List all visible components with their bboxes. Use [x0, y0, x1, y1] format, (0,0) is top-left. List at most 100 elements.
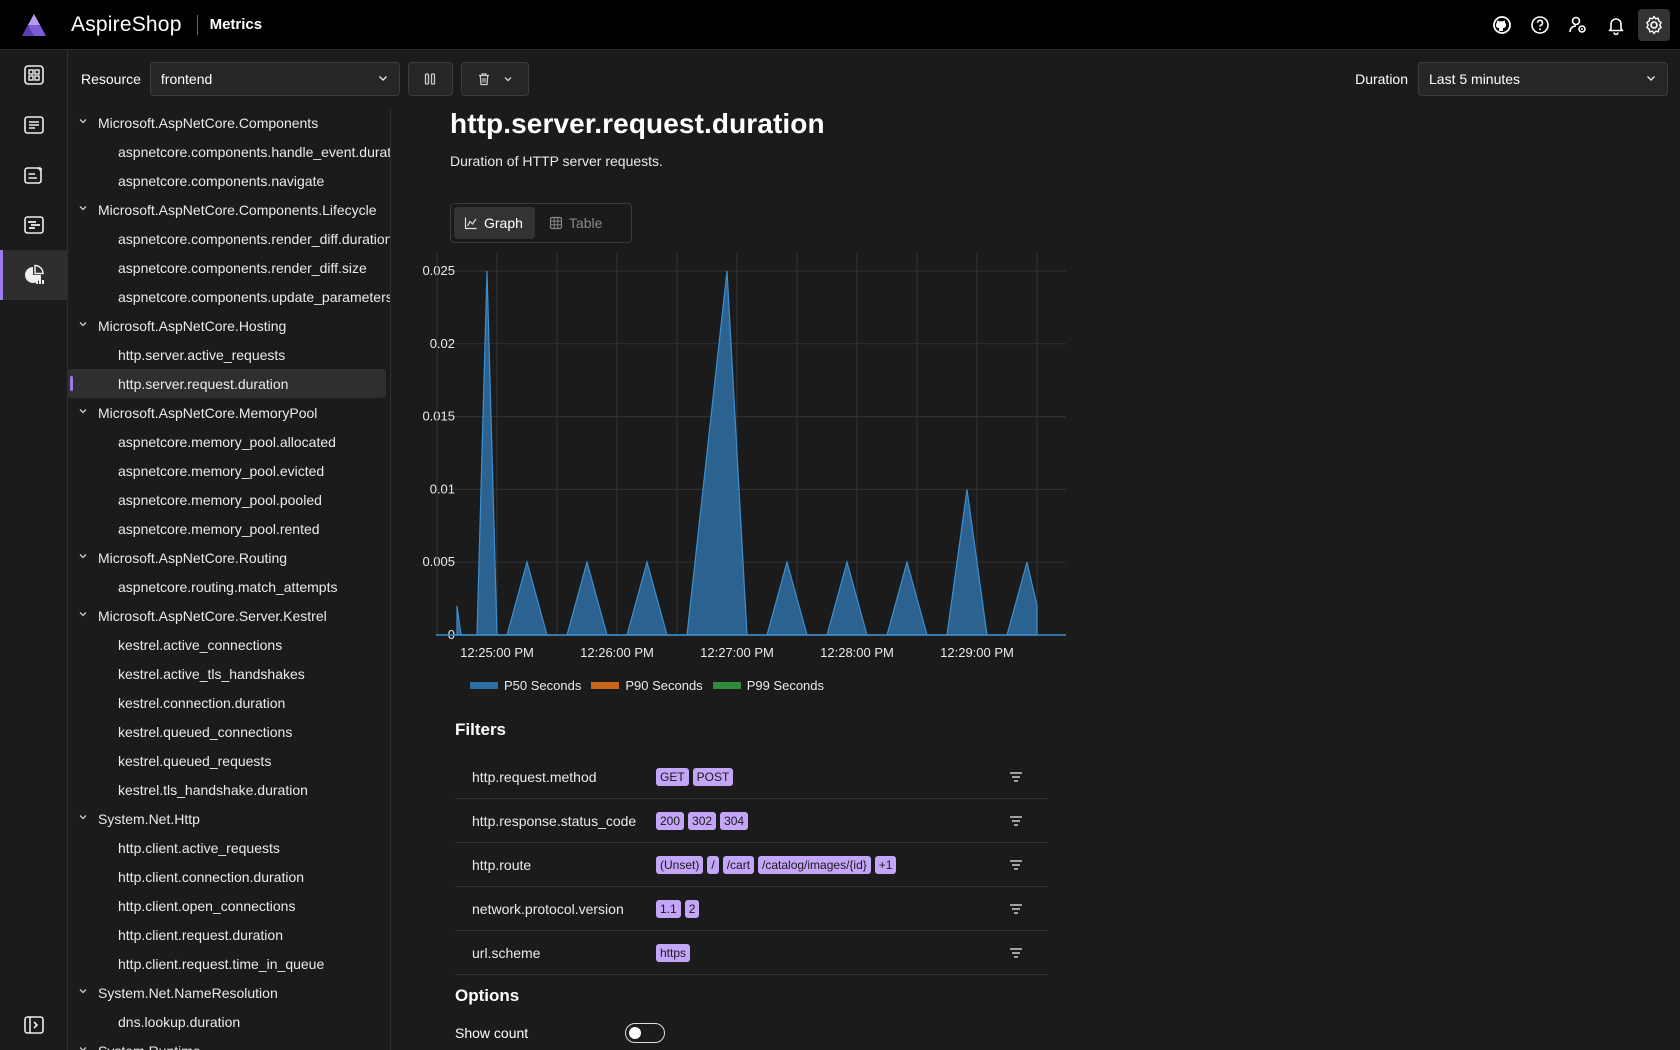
tree-item[interactable]: http.server.active_requests [68, 340, 390, 369]
tree-label: kestrel.active_tls_handshakes [118, 665, 305, 682]
legend-label: P50 Seconds [504, 678, 582, 693]
tree-item[interactable]: kestrel.active_connections [68, 630, 390, 659]
tree-label: http.client.request.time_in_queue [118, 955, 325, 972]
tree-item[interactable]: aspnetcore.components.handle_event.durat… [68, 137, 390, 166]
chevron-down-icon [78, 203, 90, 216]
notifications-icon[interactable] [1600, 9, 1632, 41]
show-count-toggle[interactable] [625, 1023, 665, 1043]
tree-group[interactable]: Microsoft.AspNetCore.Components [68, 108, 390, 137]
duration-group: Duration Last 5 minutes [1342, 62, 1668, 96]
options-title: Options [455, 986, 520, 1005]
tree-label: aspnetcore.memory_pool.rented [118, 520, 320, 537]
filter-value-chip: 2 [684, 899, 700, 918]
legend-item[interactable]: P50 Seconds [470, 678, 581, 693]
structured-logs-icon[interactable] [0, 150, 68, 200]
tree-item[interactable]: aspnetcore.components.render_diff.durati… [68, 224, 390, 253]
metric-detail: http.server.request.duration Duration of… [392, 108, 1680, 1050]
tree-item[interactable]: http.client.connection.duration [68, 862, 390, 891]
tree-item[interactable]: http.client.request.duration [68, 920, 390, 949]
tree-label: Microsoft.AspNetCore.Routing [98, 549, 288, 566]
clear-menu-button[interactable] [460, 62, 529, 96]
aspire-logo[interactable] [0, 0, 68, 50]
metrics-toolbar: Resource frontend Duration Last 5 minute… [68, 50, 1680, 108]
filter-icon[interactable] [1008, 901, 1024, 920]
filter-value-chip: /catalog/images/{id} [758, 855, 871, 874]
trash-icon [478, 73, 489, 86]
chevron-down-icon [377, 71, 389, 87]
tree-group[interactable]: System.Runtime [68, 1036, 390, 1050]
filter-row: http.route (Unset) //cart/catalog/images/{… [455, 843, 1048, 887]
tab-graph[interactable]: Graph [454, 207, 535, 239]
legend-item[interactable]: P90 Seconds [591, 678, 703, 693]
tree-item[interactable]: kestrel.connection.duration [68, 688, 390, 717]
pause-icon [425, 73, 436, 85]
resource-select[interactable]: frontend [149, 62, 400, 96]
y-tick-label: 0.02 [430, 336, 455, 351]
tree-item[interactable]: aspnetcore.routing.match_attempts [68, 572, 390, 601]
console-logs-icon[interactable] [0, 100, 68, 150]
tree-item[interactable]: aspnetcore.components.update_parameters.… [68, 282, 390, 311]
collapse-nav-icon[interactable] [0, 1000, 68, 1050]
filters-table: http.request.method GET POST http.response.… [455, 755, 1048, 975]
tree-label: Microsoft.AspNetCore.MemoryPool [98, 404, 318, 421]
tree-group[interactable]: Microsoft.AspNetCore.Server.Kestrel [68, 601, 390, 630]
filter-row: http.request.method GET POST [455, 755, 1048, 799]
y-tick-label: 0.015 [422, 409, 455, 424]
tree-item[interactable]: kestrel.queued_requests [68, 746, 390, 775]
github-icon[interactable] [1486, 9, 1518, 41]
filter-icon[interactable] [1008, 813, 1024, 832]
tree-group[interactable]: System.Net.Http [68, 804, 390, 833]
tree-label: http.client.open_connections [118, 897, 296, 914]
tree-item[interactable]: aspnetcore.components.navigate [68, 166, 390, 195]
app-title[interactable]: AspireShop [71, 12, 182, 36]
tree-group[interactable]: System.Net.NameResolution [68, 978, 390, 1007]
show-count-label: Show count [455, 1025, 529, 1041]
series-area [456, 270, 1038, 636]
metrics-tree: Microsoft.AspNetCore.Components aspnetcor… [68, 108, 391, 1050]
filter-icon[interactable] [1008, 857, 1024, 876]
filter-icon[interactable] [1008, 945, 1024, 964]
resources-icon[interactable] [0, 50, 68, 100]
legend-swatch [470, 682, 498, 689]
chevron-down-icon [504, 77, 512, 82]
pause-button[interactable] [407, 62, 453, 96]
tree-item[interactable]: aspnetcore.memory_pool.pooled [68, 485, 390, 514]
tree-item[interactable]: aspnetcore.memory_pool.allocated [68, 427, 390, 456]
tree-item[interactable]: aspnetcore.components.render_diff.size [68, 253, 390, 282]
legend-label: P90 Seconds [625, 678, 703, 693]
x-tick-label: 12:28:00 PM [820, 645, 894, 660]
tree-item[interactable]: kestrel.queued_connections [68, 717, 390, 746]
filter-icon[interactable] [1008, 769, 1024, 788]
chevron-down-icon [78, 609, 90, 622]
tree-group[interactable]: Microsoft.AspNetCore.Routing [68, 543, 390, 572]
tree-item[interactable]: kestrel.tls_handshake.duration [68, 775, 390, 804]
filter-values: GET POST [656, 767, 734, 786]
tree-label: kestrel.active_connections [118, 636, 283, 653]
metrics-icon[interactable] [0, 250, 68, 300]
user-settings-icon[interactable] [1562, 9, 1594, 41]
x-tick-label: 12:25:00 PM [460, 645, 534, 660]
tree-item[interactable]: http.server.request.duration [68, 369, 386, 398]
help-icon[interactable] [1524, 9, 1556, 41]
tree-label: kestrel.connection.duration [118, 694, 286, 711]
filter-values: https [656, 943, 691, 962]
filter-name: network.protocol.version [472, 900, 624, 917]
tree-item[interactable]: dns.lookup.duration [68, 1007, 390, 1036]
tree-item[interactable]: aspnetcore.memory_pool.evicted [68, 456, 390, 485]
tree-group[interactable]: Microsoft.AspNetCore.Hosting [68, 311, 390, 340]
legend-item[interactable]: P99 Seconds [712, 678, 824, 693]
tree-item[interactable]: http.client.open_connections [68, 891, 390, 920]
duration-select[interactable]: Last 5 minutes [1418, 62, 1668, 96]
traces-icon[interactable] [0, 200, 68, 250]
settings-icon[interactable] [1638, 9, 1670, 41]
tree-group[interactable]: Microsoft.AspNetCore.MemoryPool [68, 398, 390, 427]
tree-group[interactable]: Microsoft.AspNetCore.Components.Lifecycl… [68, 195, 390, 224]
tree-label: aspnetcore.routing.match_attempts [118, 578, 338, 595]
tree-item[interactable]: http.client.active_requests [68, 833, 390, 862]
metric-description: Duration of HTTP server requests. [450, 153, 663, 169]
tree-item[interactable]: aspnetcore.memory_pool.rented [68, 514, 390, 543]
tree-item[interactable]: http.client.request.time_in_queue [68, 949, 390, 978]
tab-table[interactable]: Table [539, 207, 614, 239]
tree-item[interactable]: kestrel.active_tls_handshakes [68, 659, 390, 688]
chevron-down-icon [78, 812, 90, 825]
